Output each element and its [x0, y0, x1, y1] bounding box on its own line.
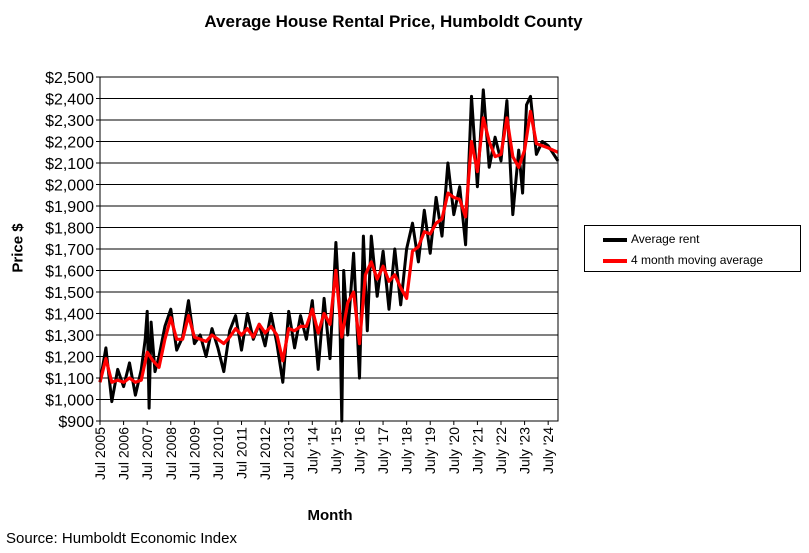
x-tick-labels: Jul 2005 Jul 2006 Jul 2007 Jul 2008 Jul 2009… — [92, 427, 556, 480]
x-tick-label: Jul 2012 — [257, 427, 273, 480]
legend: Average rent 4 month moving average — [584, 225, 801, 272]
y-tick-label: $2,100 — [45, 156, 94, 173]
x-tick-label: July '14 — [304, 427, 320, 474]
y-tick-label: $1,200 — [45, 350, 94, 367]
y-tick-label: $1,900 — [45, 199, 94, 216]
x-tick-label: Jul 2013 — [281, 427, 297, 480]
legend-swatch-moving-average — [603, 259, 627, 263]
y-tick-label: $2,500 — [45, 70, 94, 87]
x-tick-label: Jul 2010 — [210, 427, 226, 480]
legend-label-moving-average: 4 month moving average — [631, 253, 764, 267]
series-lines — [98, 88, 560, 423]
x-tick-label: Jul 2008 — [163, 427, 179, 480]
y-tick-label: $1,300 — [45, 328, 94, 345]
x-tick-label: Jul 2011 — [234, 427, 250, 479]
x-axis-label: Month — [307, 507, 353, 524]
x-tick-label: July '24 — [540, 427, 556, 474]
x-tick-label: July '19 — [422, 427, 438, 474]
x-tick-label: July '17 — [375, 427, 391, 474]
y-tick-label: $1,000 — [45, 393, 94, 410]
y-tick-label: $1,100 — [45, 371, 94, 388]
plot-area-frame — [99, 76, 559, 422]
x-tick-label: Jul 2006 — [116, 427, 132, 480]
y-tick-label: $2,300 — [45, 113, 94, 130]
x-tick-label: Jul 2007 — [139, 427, 155, 480]
x-tick-label: July '21 — [469, 427, 485, 474]
gridlines — [96, 76, 558, 425]
x-tick-label: July '18 — [399, 427, 415, 474]
chart-title: Average House Rental Price, Humboldt Cou… — [204, 12, 583, 31]
y-tick-label: $1,700 — [45, 242, 94, 259]
x-tick-label: Jul 2005 — [92, 427, 108, 480]
x-tick-label: July '20 — [446, 427, 462, 474]
y-tick-label: $1,400 — [45, 307, 94, 324]
y-tick-labels: $900 $1,000 $1,100 $1,200 $1,300 $1,400 $1,500… — [45, 70, 94, 431]
y-tick-label: $1,600 — [45, 264, 94, 281]
y-tick-label: $1,800 — [45, 221, 94, 238]
x-tick-label: July '22 — [493, 427, 509, 474]
source-note: Source: Humboldt Economic Index — [6, 530, 237, 547]
x-tick-label: July '23 — [517, 427, 533, 474]
legend-label-average-rent: Average rent — [631, 232, 700, 246]
x-tick-label: July '16 — [351, 427, 367, 474]
y-tick-label: $900 — [58, 414, 94, 431]
y-tick-label: $1,500 — [45, 285, 94, 302]
y-tick-label: $2,400 — [45, 92, 94, 109]
x-tick-label: July '15 — [328, 427, 344, 474]
legend-swatch-average-rent — [603, 238, 627, 242]
series-line-moving-average — [98, 109, 559, 384]
y-tick-label: $2,000 — [45, 178, 94, 195]
y-tick-label: $2,200 — [45, 135, 94, 152]
series-line-average-rent — [98, 88, 560, 423]
x-tick-label: Jul 2009 — [186, 427, 202, 480]
